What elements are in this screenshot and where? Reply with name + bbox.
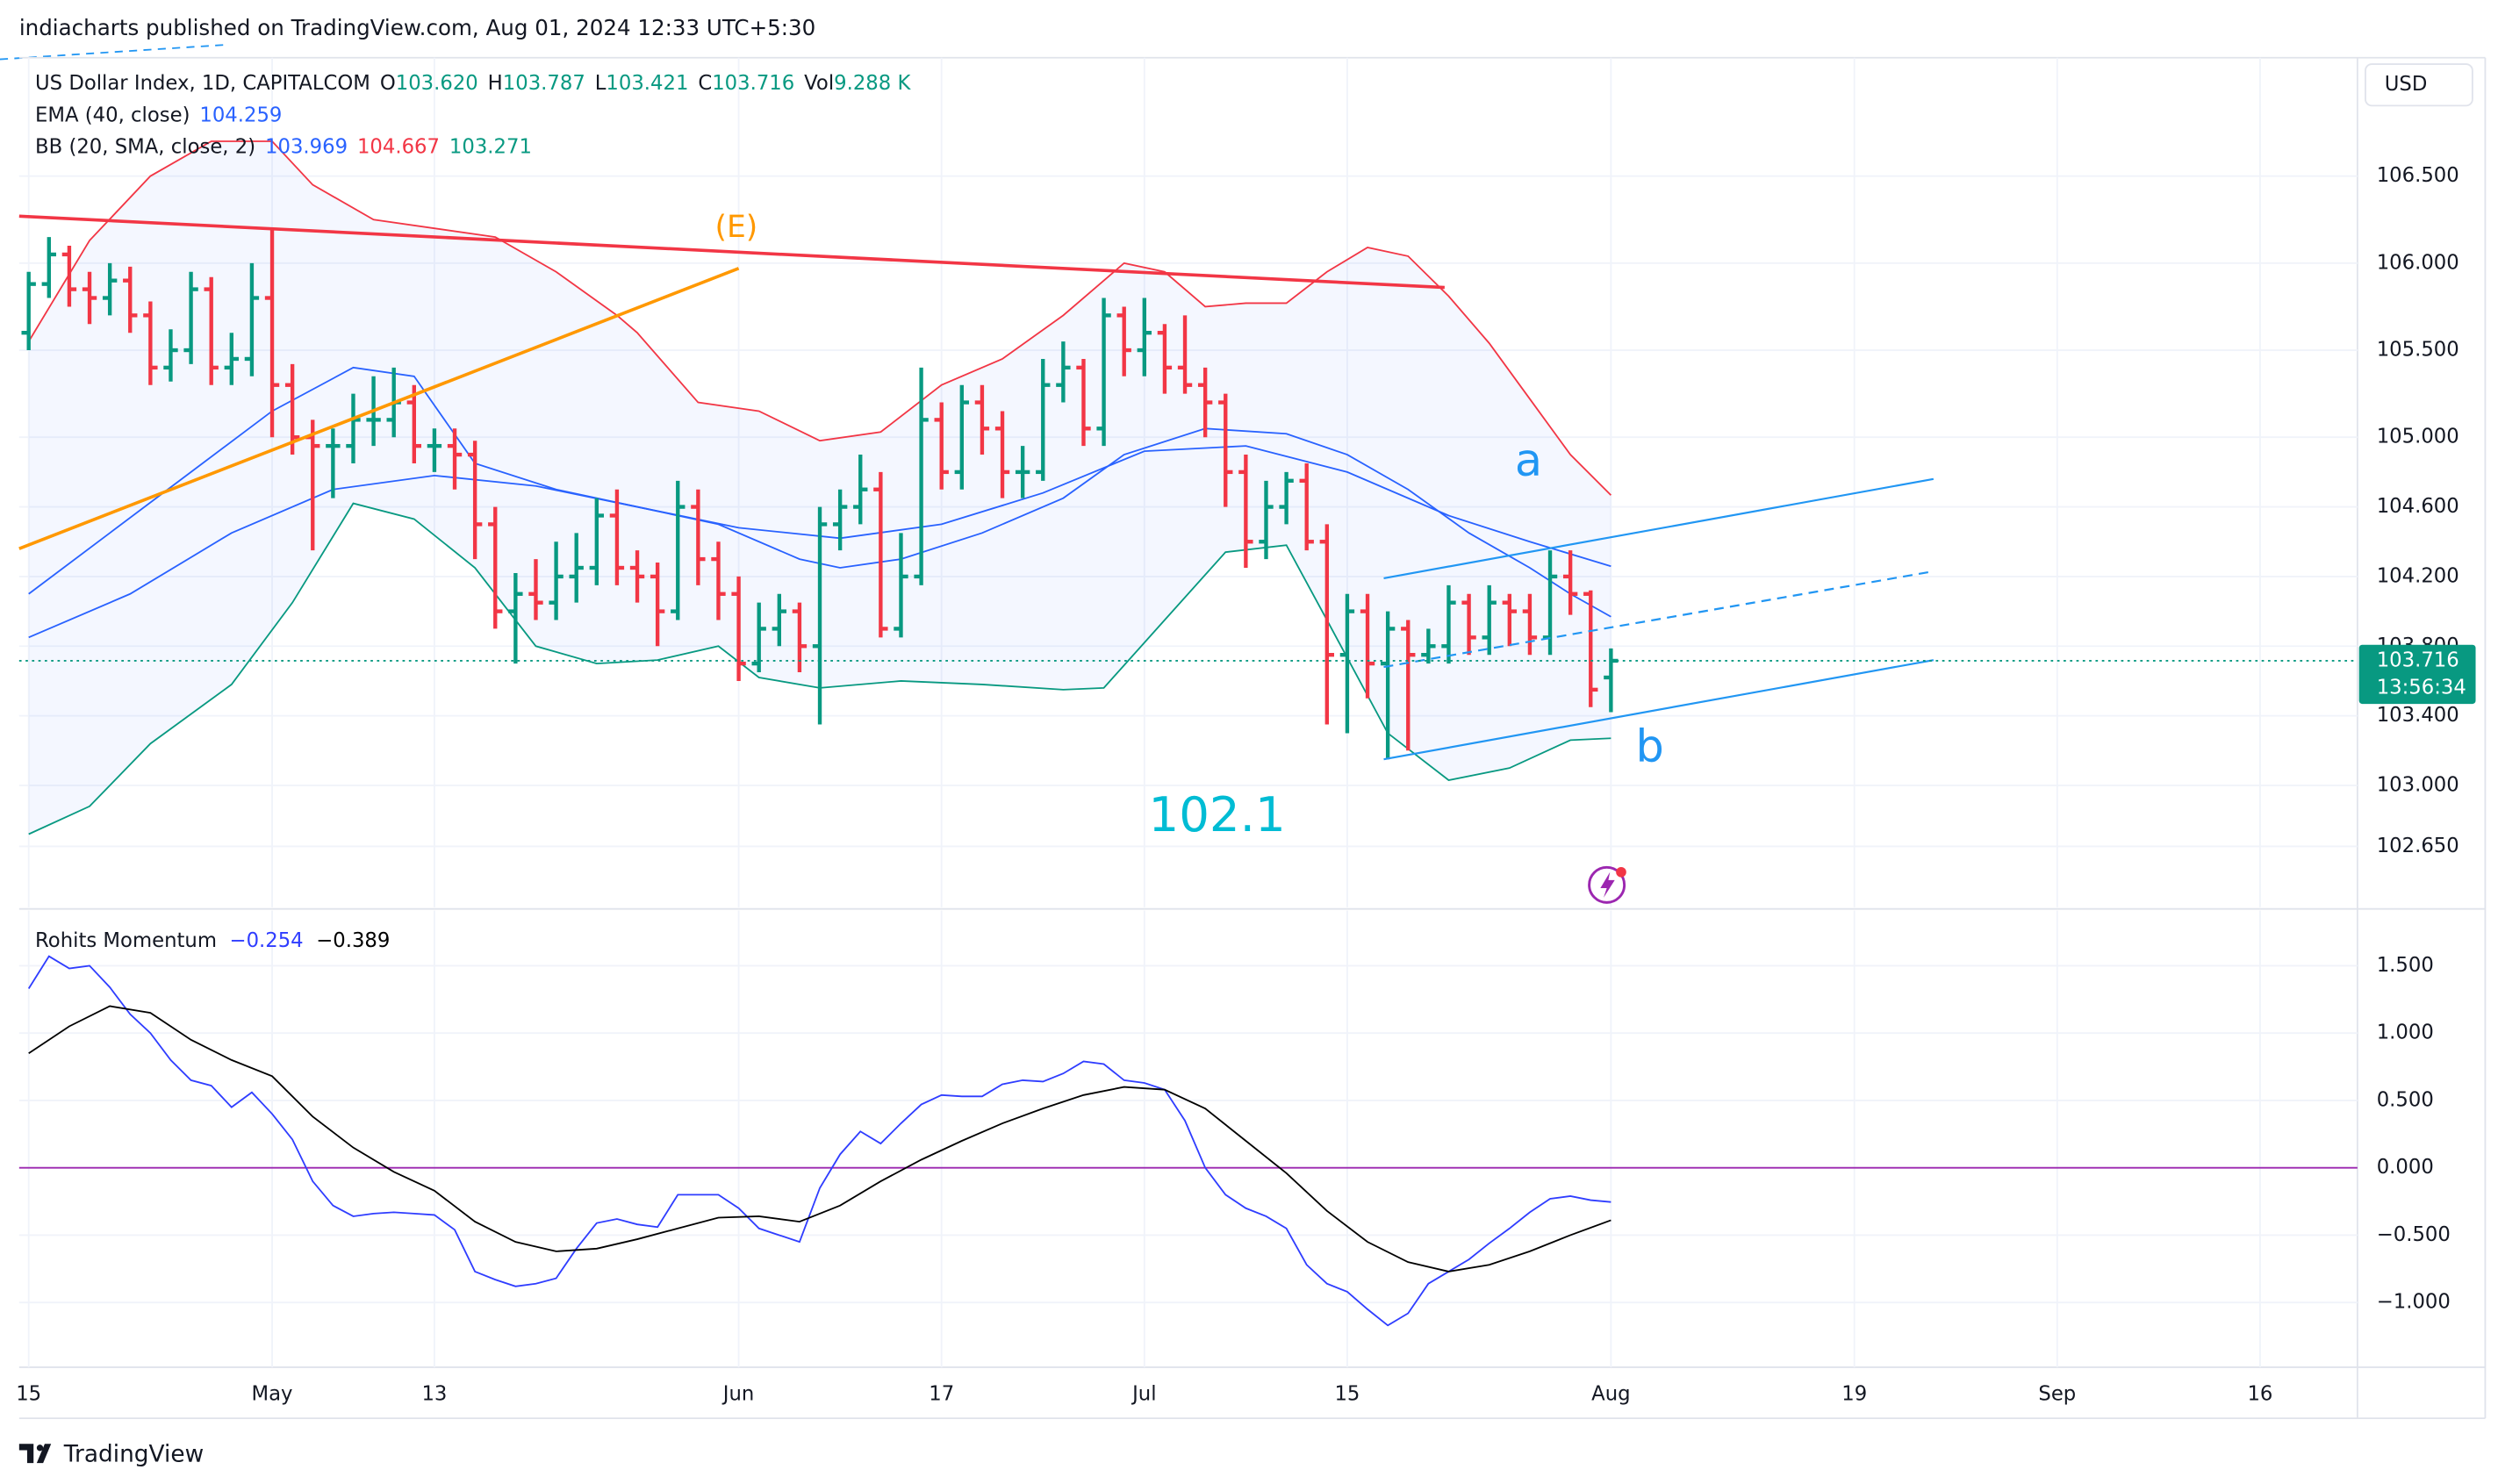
bb-upper	[27, 140, 1612, 496]
y-tick-label: 0.000	[2377, 1156, 2434, 1179]
x-tick-label: 17	[929, 1382, 954, 1405]
brand-logo[interactable]	[18, 1444, 52, 1464]
legend-value: −0.254	[230, 929, 304, 952]
y-tick-label: 105.000	[2377, 426, 2459, 448]
trend-line	[1383, 570, 1935, 669]
x-tick-label: 13	[421, 1382, 447, 1405]
x-tick-label: 15	[16, 1382, 41, 1405]
legend-value: 103.271	[449, 135, 532, 158]
y-tick-label: 106.000	[2377, 251, 2459, 274]
symbol: US Dollar Index, 1D, CAPITALCOM	[35, 71, 370, 94]
x-tick-label: Jun	[721, 1382, 755, 1405]
y-tick-label: 104.200	[2377, 564, 2459, 587]
y-tick-label: −0.500	[2377, 1223, 2451, 1246]
momentum-line	[28, 1005, 1611, 1273]
legend-value: 9.288 K	[834, 71, 911, 94]
y-tick-label: 1.000	[2377, 1022, 2434, 1044]
last-price-label: 103.716	[2377, 649, 2459, 671]
legend-label: Rohits Momentum	[35, 929, 217, 952]
y-tick-label: 103.400	[2377, 704, 2459, 727]
legend-label: L	[595, 71, 607, 94]
y-tick-label: 0.500	[2377, 1088, 2434, 1111]
alert-bolt	[1600, 871, 1615, 898]
annotation: 102.1	[1148, 786, 1285, 842]
legend-label: O	[380, 71, 396, 94]
bb-legend: BB (20, SMA, close, 2) 103.969 104.667 103.…	[35, 135, 532, 158]
brand[interactable]: TradingView	[18, 1441, 204, 1467]
momentum-legend: Rohits Momentum −0.254 −0.389	[35, 929, 390, 952]
x-tick-label: 16	[2247, 1382, 2272, 1405]
y-tick-label: 106.500	[2377, 164, 2459, 187]
annotation: (E)	[714, 210, 757, 245]
publish-header: indiacharts published on TradingView.com…	[19, 15, 815, 40]
trend-line	[18, 214, 1445, 290]
x-tick-label: Aug	[1591, 1382, 1630, 1405]
legend-value: 103.969	[265, 135, 348, 158]
y-tick-label: −1.000	[2377, 1291, 2451, 1314]
x-tick-label: Sep	[2038, 1382, 2076, 1405]
trend-line	[18, 267, 740, 550]
annotation: a	[1515, 435, 1542, 487]
x-tick-label: 19	[1841, 1382, 1867, 1405]
momentum-line	[27, 955, 1611, 1327]
legend-label: C	[698, 71, 712, 94]
legend-value: 103.716	[712, 71, 794, 94]
brand-logo-dot	[36, 1445, 44, 1452]
x-tick-label: May	[252, 1382, 293, 1405]
trend-line	[1383, 477, 1935, 579]
x-tick-label: 15	[1334, 1382, 1360, 1405]
plot-layer: 106.500 106.000 105.500 105.000 104.600 104.2…	[16, 57, 2476, 1405]
alert-dot	[1616, 866, 1626, 878]
legend-value: 104.259	[199, 104, 282, 126]
countdown-label: 13:56:34	[2377, 676, 2466, 699]
legend-value: 103.620	[396, 71, 478, 94]
bb-basis	[28, 366, 1611, 618]
y-tick-label: 105.500	[2377, 339, 2459, 362]
currency-label[interactable]: USD	[2385, 73, 2428, 96]
last-price-box	[2358, 644, 2476, 705]
legend-label: EMA (40, close)	[35, 104, 190, 126]
bb-fill	[28, 140, 1611, 835]
legend-label: BB (20, SMA, close, 2)	[35, 135, 255, 158]
brand-name[interactable]: TradingView	[63, 1441, 204, 1467]
legend-label: H	[488, 71, 503, 94]
frame	[18, 56, 2487, 1420]
currency-box[interactable]	[2365, 63, 2473, 107]
legend-value: 103.787	[503, 71, 585, 94]
legend-label: Vol	[804, 71, 834, 94]
legend-value: 103.421	[606, 71, 688, 94]
ema-legend: EMA (40, close) 104.259	[35, 104, 282, 126]
legend-value: −0.389	[316, 929, 390, 952]
price-legend: US Dollar Index, 1D, CAPITALCOM O103.620 H…	[35, 71, 911, 94]
y-tick-label: 102.650	[2377, 835, 2459, 857]
trend-line	[1383, 659, 1935, 761]
y-tick-label: 103.000	[2377, 773, 2459, 796]
annotation: b	[1636, 721, 1664, 773]
x-tick-label: Jul	[1131, 1382, 1156, 1405]
alert-icon[interactable]	[1588, 865, 1626, 904]
y-tick-label: 104.600	[2377, 495, 2459, 518]
currency-button[interactable]: USD	[2365, 63, 2473, 107]
legend-value: 104.667	[357, 135, 440, 158]
y-tick-label: 1.500	[2377, 954, 2434, 977]
